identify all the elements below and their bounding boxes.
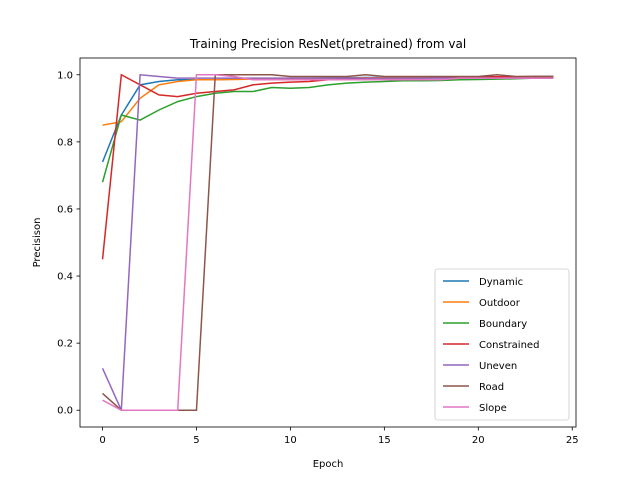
legend-label: Outdoor bbox=[479, 298, 521, 309]
legend-label: Uneven bbox=[479, 361, 517, 372]
y-tick-label: 0.8 bbox=[57, 137, 73, 148]
legend: Dynamic Outdoor Boundary Constrained Uneven R… bbox=[434, 268, 570, 421]
x-tick-label: 0 bbox=[99, 435, 105, 446]
x-tick-label: 5 bbox=[193, 435, 199, 446]
y-tick-label: 0.0 bbox=[57, 406, 73, 417]
legend-label: Constrained bbox=[479, 340, 539, 351]
legend-item-uneven: Uneven bbox=[443, 361, 517, 372]
y-tick-label: 1.0 bbox=[57, 70, 73, 81]
legend-box bbox=[434, 268, 570, 421]
legend-label: Boundary bbox=[479, 319, 527, 330]
x-tick-label: 15 bbox=[378, 435, 391, 446]
legend-item-slope: Slope bbox=[443, 403, 507, 414]
y-tick-label: 0.2 bbox=[57, 339, 73, 350]
legend-item-constrained: Constrained bbox=[443, 340, 539, 351]
y-tick-label: 0.6 bbox=[57, 204, 73, 215]
legend-item-outdoor: Outdoor bbox=[443, 298, 521, 309]
legend-item-dynamic: Dynamic bbox=[443, 277, 523, 288]
x-tick-label: 10 bbox=[284, 435, 297, 446]
legend-item-road: Road bbox=[443, 382, 504, 393]
x-tick-label: 25 bbox=[566, 435, 579, 446]
x-axis-label: Epoch bbox=[313, 459, 344, 470]
legend-label: Slope bbox=[479, 403, 507, 414]
series-line-dynamic bbox=[101, 75, 554, 163]
series-line-constrained bbox=[101, 73, 554, 260]
chart-title: Training Precision ResNet(pretrained) fr… bbox=[189, 37, 466, 51]
series-line-boundary bbox=[101, 77, 554, 183]
y-axis-label: Precisison bbox=[32, 218, 43, 268]
legend-label: Road bbox=[479, 382, 504, 393]
legend-label: Dynamic bbox=[479, 277, 523, 288]
plot-frame bbox=[79, 57, 577, 428]
legend-item-boundary: Boundary bbox=[443, 319, 527, 330]
plot-lines bbox=[101, 73, 554, 411]
x-axis: 0 5 10 15 20 25 bbox=[99, 427, 579, 446]
x-tick-label: 20 bbox=[472, 435, 485, 446]
y-tick-label: 0.4 bbox=[57, 272, 73, 283]
series-line-slope bbox=[102, 74, 554, 411]
series-line-outdoor bbox=[102, 76, 554, 126]
y-axis: 0.0 0.2 0.4 0.6 0.8 1.0 bbox=[57, 70, 80, 417]
